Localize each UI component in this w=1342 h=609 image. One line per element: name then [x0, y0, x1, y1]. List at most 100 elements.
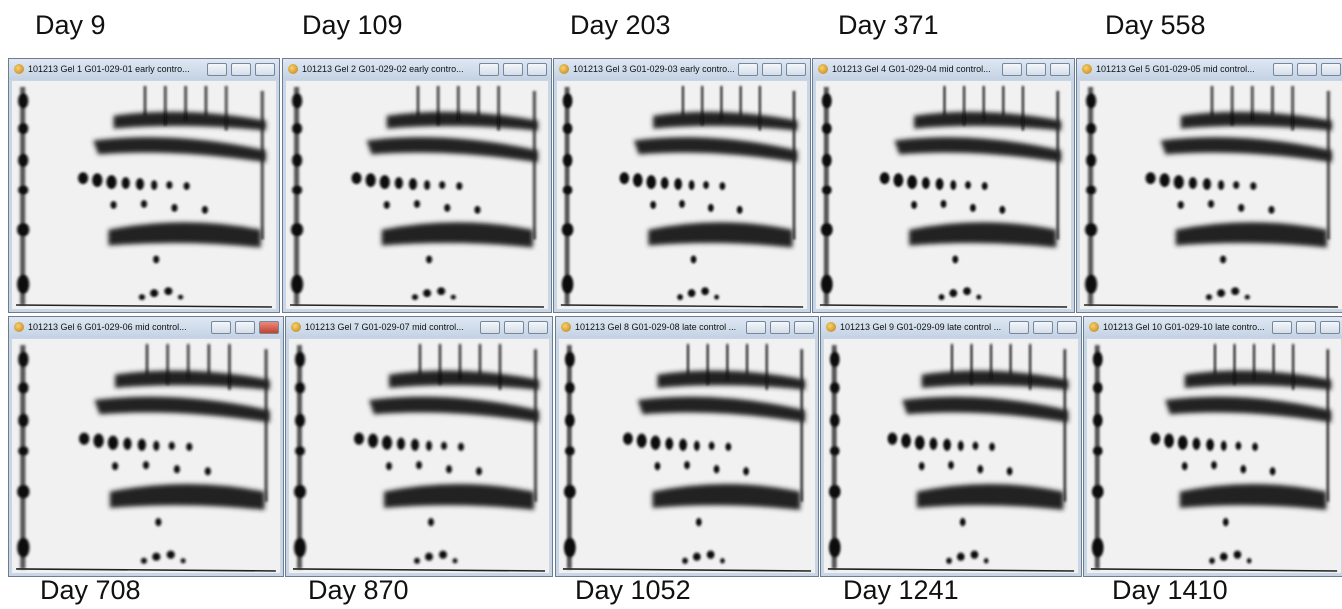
gel-window: 101213 Gel 9 G01-029-09 late control ...: [820, 316, 1082, 577]
app-icon: [14, 64, 24, 74]
window-title: 101213 Gel 7 G01-029-07 mid control...: [305, 322, 464, 332]
day-label: Day 708: [40, 575, 141, 605]
minimize-button[interactable]: [738, 63, 758, 76]
title-bar: 101213 Gel 10 G01-029-10 late contro...: [1084, 317, 1342, 338]
app-icon: [818, 64, 828, 74]
gel-pattern: [1087, 339, 1341, 573]
gel-image-svg: [12, 81, 276, 309]
maximize-button[interactable]: [504, 321, 524, 334]
gel-pattern: [289, 339, 549, 573]
app-icon: [14, 322, 24, 332]
gel-pattern: [286, 81, 548, 309]
window-title: 101213 Gel 5 G01-029-05 mid control...: [1096, 64, 1255, 74]
minimize-button[interactable]: [1009, 321, 1029, 334]
gel-image-svg: [286, 81, 548, 309]
title-bar: 101213 Gel 2 G01-029-02 early contro...: [283, 59, 551, 80]
gel-pattern: [12, 339, 280, 573]
window-title: 101213 Gel 9 G01-029-09 late control ...: [840, 322, 1002, 332]
gel-image-svg: [1080, 81, 1342, 309]
day-label: Day 109: [302, 10, 403, 40]
close-button[interactable]: [527, 63, 547, 76]
title-bar: 101213 Gel 4 G01-029-04 mid control...: [813, 59, 1074, 80]
gel-image-svg: [816, 81, 1071, 309]
day-label: Day 1241: [843, 575, 959, 605]
maximize-button[interactable]: [1296, 321, 1316, 334]
day-label: Day 203: [570, 10, 671, 40]
window-title: 101213 Gel 2 G01-029-02 early contro...: [302, 64, 464, 74]
maximize-button[interactable]: [503, 63, 523, 76]
gel-image: [1087, 339, 1341, 573]
gel-pattern: [1080, 81, 1342, 309]
app-icon: [559, 64, 569, 74]
title-bar: 101213 Gel 5 G01-029-05 mid control...: [1077, 59, 1342, 80]
gel-image: [289, 339, 549, 573]
day-label: Day 870: [308, 575, 409, 605]
gel-window: 101213 Gel 8 G01-029-08 late control ...: [555, 316, 819, 577]
maximize-button[interactable]: [235, 321, 255, 334]
close-button[interactable]: [259, 321, 279, 334]
minimize-button[interactable]: [479, 63, 499, 76]
minimize-button[interactable]: [1002, 63, 1022, 76]
gel-window: 101213 Gel 2 G01-029-02 early contro...: [282, 58, 552, 313]
close-button[interactable]: [1321, 63, 1341, 76]
minimize-button[interactable]: [1272, 321, 1292, 334]
close-button[interactable]: [794, 321, 814, 334]
title-bar: 101213 Gel 8 G01-029-08 late control ...: [556, 317, 818, 338]
maximize-button[interactable]: [231, 63, 251, 76]
day-label: Day 1052: [575, 575, 691, 605]
close-button[interactable]: [1050, 63, 1070, 76]
gel-window: 101213 Gel 3 G01-029-03 early contro...: [553, 58, 811, 313]
app-icon: [1082, 64, 1092, 74]
minimize-button[interactable]: [211, 321, 231, 334]
day-label: Day 1410: [1112, 575, 1228, 605]
gel-pattern: [824, 339, 1078, 573]
gel-image: [824, 339, 1078, 573]
gel-image-svg: [289, 339, 549, 573]
close-button[interactable]: [1320, 321, 1340, 334]
gel-image-svg: [557, 81, 807, 309]
window-title: 101213 Gel 8 G01-029-08 late control ...: [575, 322, 737, 332]
title-bar: 101213 Gel 3 G01-029-03 early contro...: [554, 59, 810, 80]
gel-pattern: [816, 81, 1071, 309]
maximize-button[interactable]: [1033, 321, 1053, 334]
maximize-button[interactable]: [762, 63, 782, 76]
minimize-button[interactable]: [207, 63, 227, 76]
day-label: Day 9: [35, 10, 106, 40]
close-button[interactable]: [786, 63, 806, 76]
close-button[interactable]: [1057, 321, 1077, 334]
gel-window: 101213 Gel 10 G01-029-10 late contro...: [1083, 316, 1342, 577]
gel-image: [559, 339, 815, 573]
window-title: 101213 Gel 6 G01-029-06 mid control...: [28, 322, 187, 332]
gel-window: 101213 Gel 1 G01-029-01 early contro...: [8, 58, 280, 313]
gel-window: 101213 Gel 5 G01-029-05 mid control...: [1076, 58, 1342, 313]
maximize-button[interactable]: [1026, 63, 1046, 76]
app-icon: [288, 64, 298, 74]
gel-window: 101213 Gel 6 G01-029-06 mid control...: [8, 316, 284, 577]
close-button[interactable]: [528, 321, 548, 334]
app-icon: [826, 322, 836, 332]
gel-image-svg: [12, 339, 280, 573]
gel-pattern: [12, 81, 276, 309]
window-title: 101213 Gel 3 G01-029-03 early contro...: [573, 64, 735, 74]
maximize-button[interactable]: [1297, 63, 1317, 76]
gel-window: 101213 Gel 7 G01-029-07 mid control...: [285, 316, 553, 577]
gel-image-svg: [559, 339, 815, 573]
gel-image: [1080, 81, 1342, 309]
gel-image-svg: [824, 339, 1078, 573]
maximize-button[interactable]: [770, 321, 790, 334]
day-label: Day 558: [1105, 10, 1206, 40]
title-bar: 101213 Gel 9 G01-029-09 late control ...: [821, 317, 1081, 338]
close-button[interactable]: [255, 63, 275, 76]
title-bar: 101213 Gel 7 G01-029-07 mid control...: [286, 317, 552, 338]
gel-image-svg: [1087, 339, 1341, 573]
minimize-button[interactable]: [746, 321, 766, 334]
gel-pattern: [557, 81, 807, 309]
window-title: 101213 Gel 10 G01-029-10 late contro...: [1103, 322, 1265, 332]
gel-pattern: [559, 339, 815, 573]
minimize-button[interactable]: [1273, 63, 1293, 76]
gel-image: [816, 81, 1071, 309]
app-icon: [561, 322, 571, 332]
minimize-button[interactable]: [480, 321, 500, 334]
window-title: 101213 Gel 1 G01-029-01 early contro...: [28, 64, 190, 74]
